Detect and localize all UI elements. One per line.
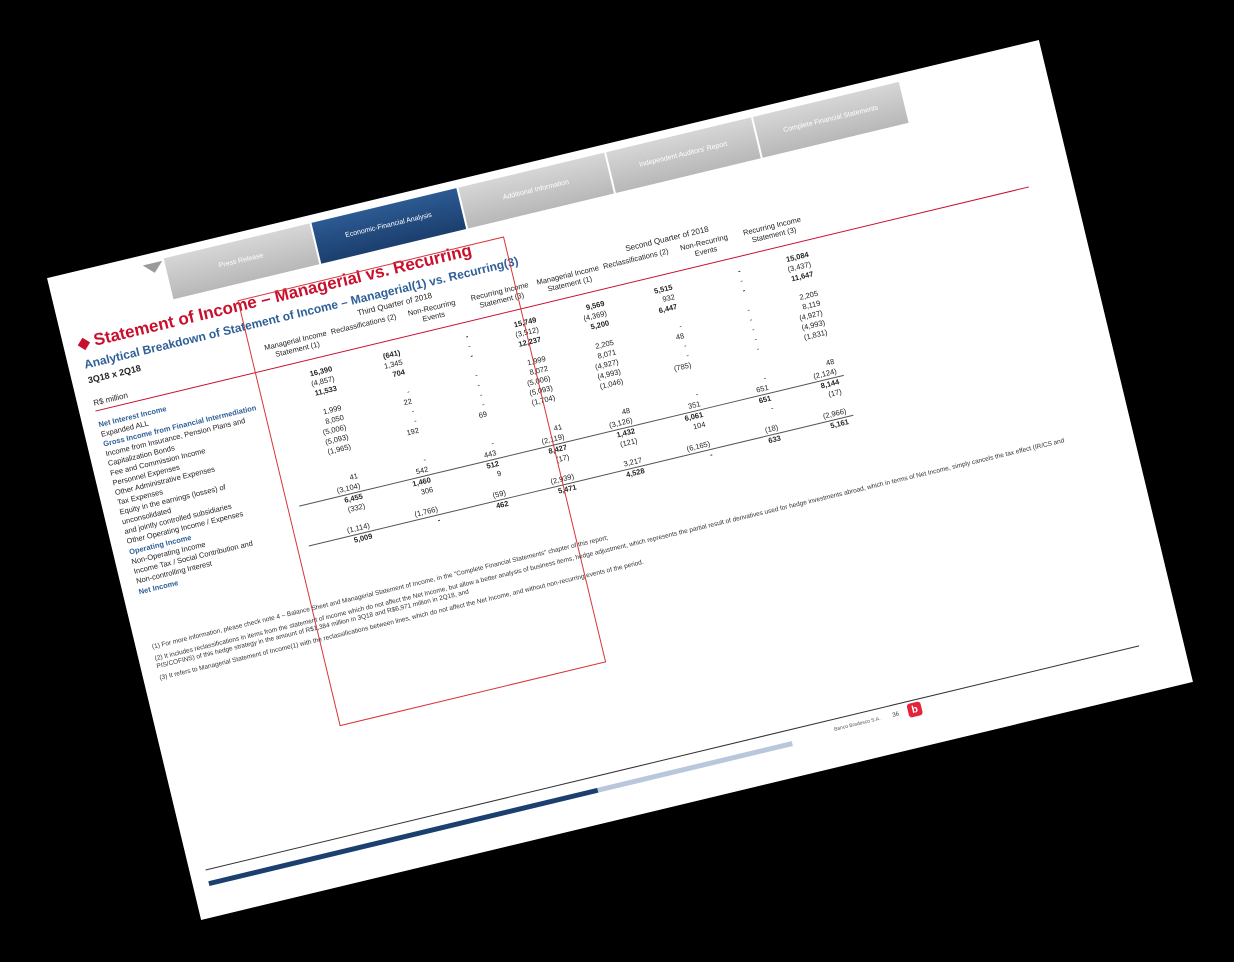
progress-fill — [208, 787, 599, 887]
highlight-box — [237, 236, 607, 727]
progress-remaining — [597, 741, 793, 793]
tab-independent-auditors-report[interactable]: Independent Auditors' Report — [605, 117, 762, 194]
company-name: Banco Bradesco S.A. — [833, 715, 882, 733]
tab-complete-financial-statements[interactable]: Complete Financial Statements — [753, 81, 909, 158]
bradesco-logo-icon: b — [906, 701, 924, 718]
title-bullet-icon — [77, 337, 91, 351]
nav-arrow-icon — [142, 260, 165, 276]
unit-label: R$ million — [92, 390, 129, 408]
tab-additional-information[interactable]: Additional Information — [458, 152, 614, 229]
report-page: Press Release Economic-Financial Analysi… — [47, 40, 1193, 920]
page-progress-bar — [208, 741, 793, 887]
page-number: 36 — [891, 711, 900, 719]
